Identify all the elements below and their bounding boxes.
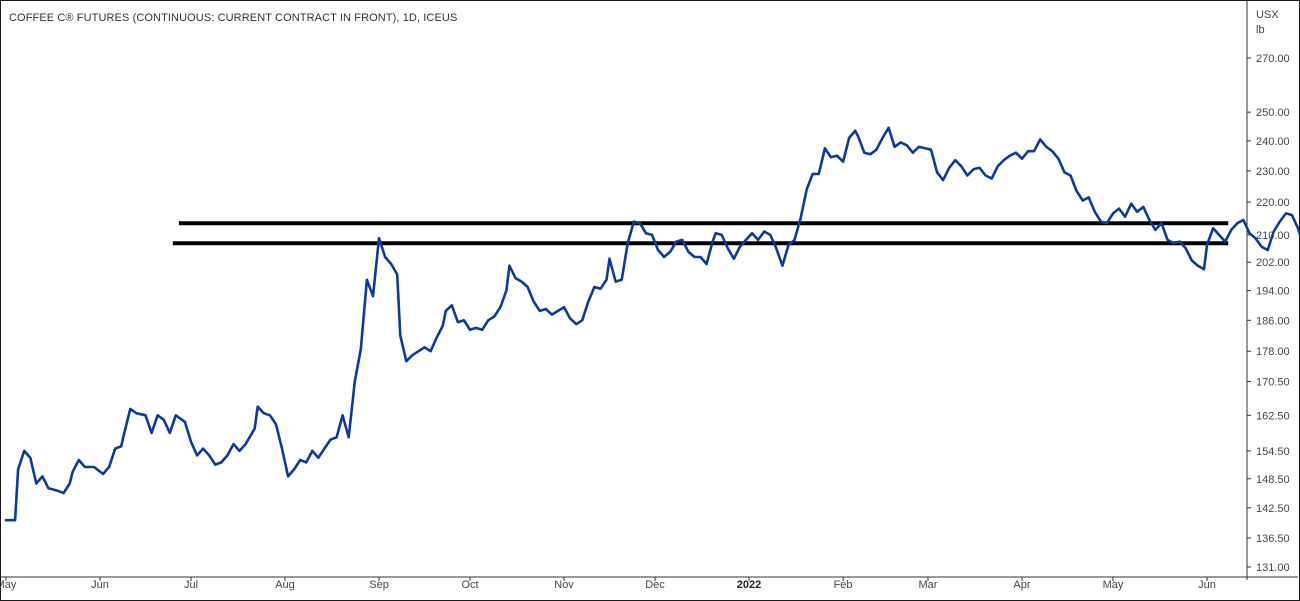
x-tick-label: Jun bbox=[91, 579, 109, 591]
x-tick-label: May bbox=[1103, 579, 1124, 591]
y-tick-label: 178.00 bbox=[1256, 346, 1290, 358]
y-tick-label: 210.00 bbox=[1256, 230, 1290, 242]
x-tick-label: Sep bbox=[369, 579, 389, 591]
x-tick-label: Oct bbox=[461, 579, 478, 591]
y-tick-label: 148.50 bbox=[1256, 474, 1290, 486]
x-tick-label: Feb bbox=[834, 579, 853, 591]
y-tick-label: 162.50 bbox=[1256, 410, 1290, 422]
y-tick-label: 250.00 bbox=[1256, 107, 1290, 119]
y-tick-label: 136.50 bbox=[1256, 533, 1290, 545]
x-tick-label: Jul bbox=[184, 579, 198, 591]
x-axis-ticks: May Jun Jul Aug Sep Oct Nov Dec 2022 Feb Mar Apr May… bbox=[0, 577, 1216, 591]
series-layer bbox=[4, 126, 1300, 522]
x-tick-label: Mar bbox=[919, 579, 938, 591]
y-tick-label: 240.00 bbox=[1256, 136, 1290, 148]
y-axis-ticks: 270.00 250.00 240.00 230.00 220.00 210.00 202.… bbox=[1247, 53, 1290, 574]
y-tick-label: 186.00 bbox=[1256, 315, 1290, 327]
unit-label-line: lb bbox=[1256, 24, 1265, 36]
chart-title: COFFEE C® FUTURES (CONTINUOUS: CURRENT C… bbox=[9, 12, 458, 24]
y-tick-label: 170.50 bbox=[1256, 377, 1290, 389]
y-tick-label: 220.00 bbox=[1256, 197, 1290, 209]
unit-label-line: USX bbox=[1256, 9, 1279, 21]
x-tick-label: Dec bbox=[645, 579, 665, 591]
unit-label: USX lb bbox=[1256, 9, 1279, 36]
x-tick-label: 2022 bbox=[737, 579, 761, 591]
x-tick-label: Nov bbox=[554, 579, 574, 591]
horizontal-levels bbox=[172, 221, 1229, 246]
y-tick-label: 154.50 bbox=[1256, 446, 1290, 458]
y-tick-label: 131.00 bbox=[1256, 562, 1290, 574]
y-tick-label: 142.50 bbox=[1256, 503, 1290, 515]
x-tick-label: Jun bbox=[1198, 579, 1216, 591]
x-tick-label: May bbox=[0, 579, 17, 591]
x-tick-label: Aug bbox=[275, 579, 295, 591]
y-tick-label: 202.00 bbox=[1256, 257, 1290, 269]
y-tick-label: 270.00 bbox=[1256, 53, 1290, 65]
price-series-line[interactable] bbox=[4, 126, 1300, 522]
y-tick-label: 230.00 bbox=[1256, 166, 1290, 178]
y-tick-label: 194.00 bbox=[1256, 286, 1290, 298]
x-tick-label: Apr bbox=[1013, 579, 1030, 591]
